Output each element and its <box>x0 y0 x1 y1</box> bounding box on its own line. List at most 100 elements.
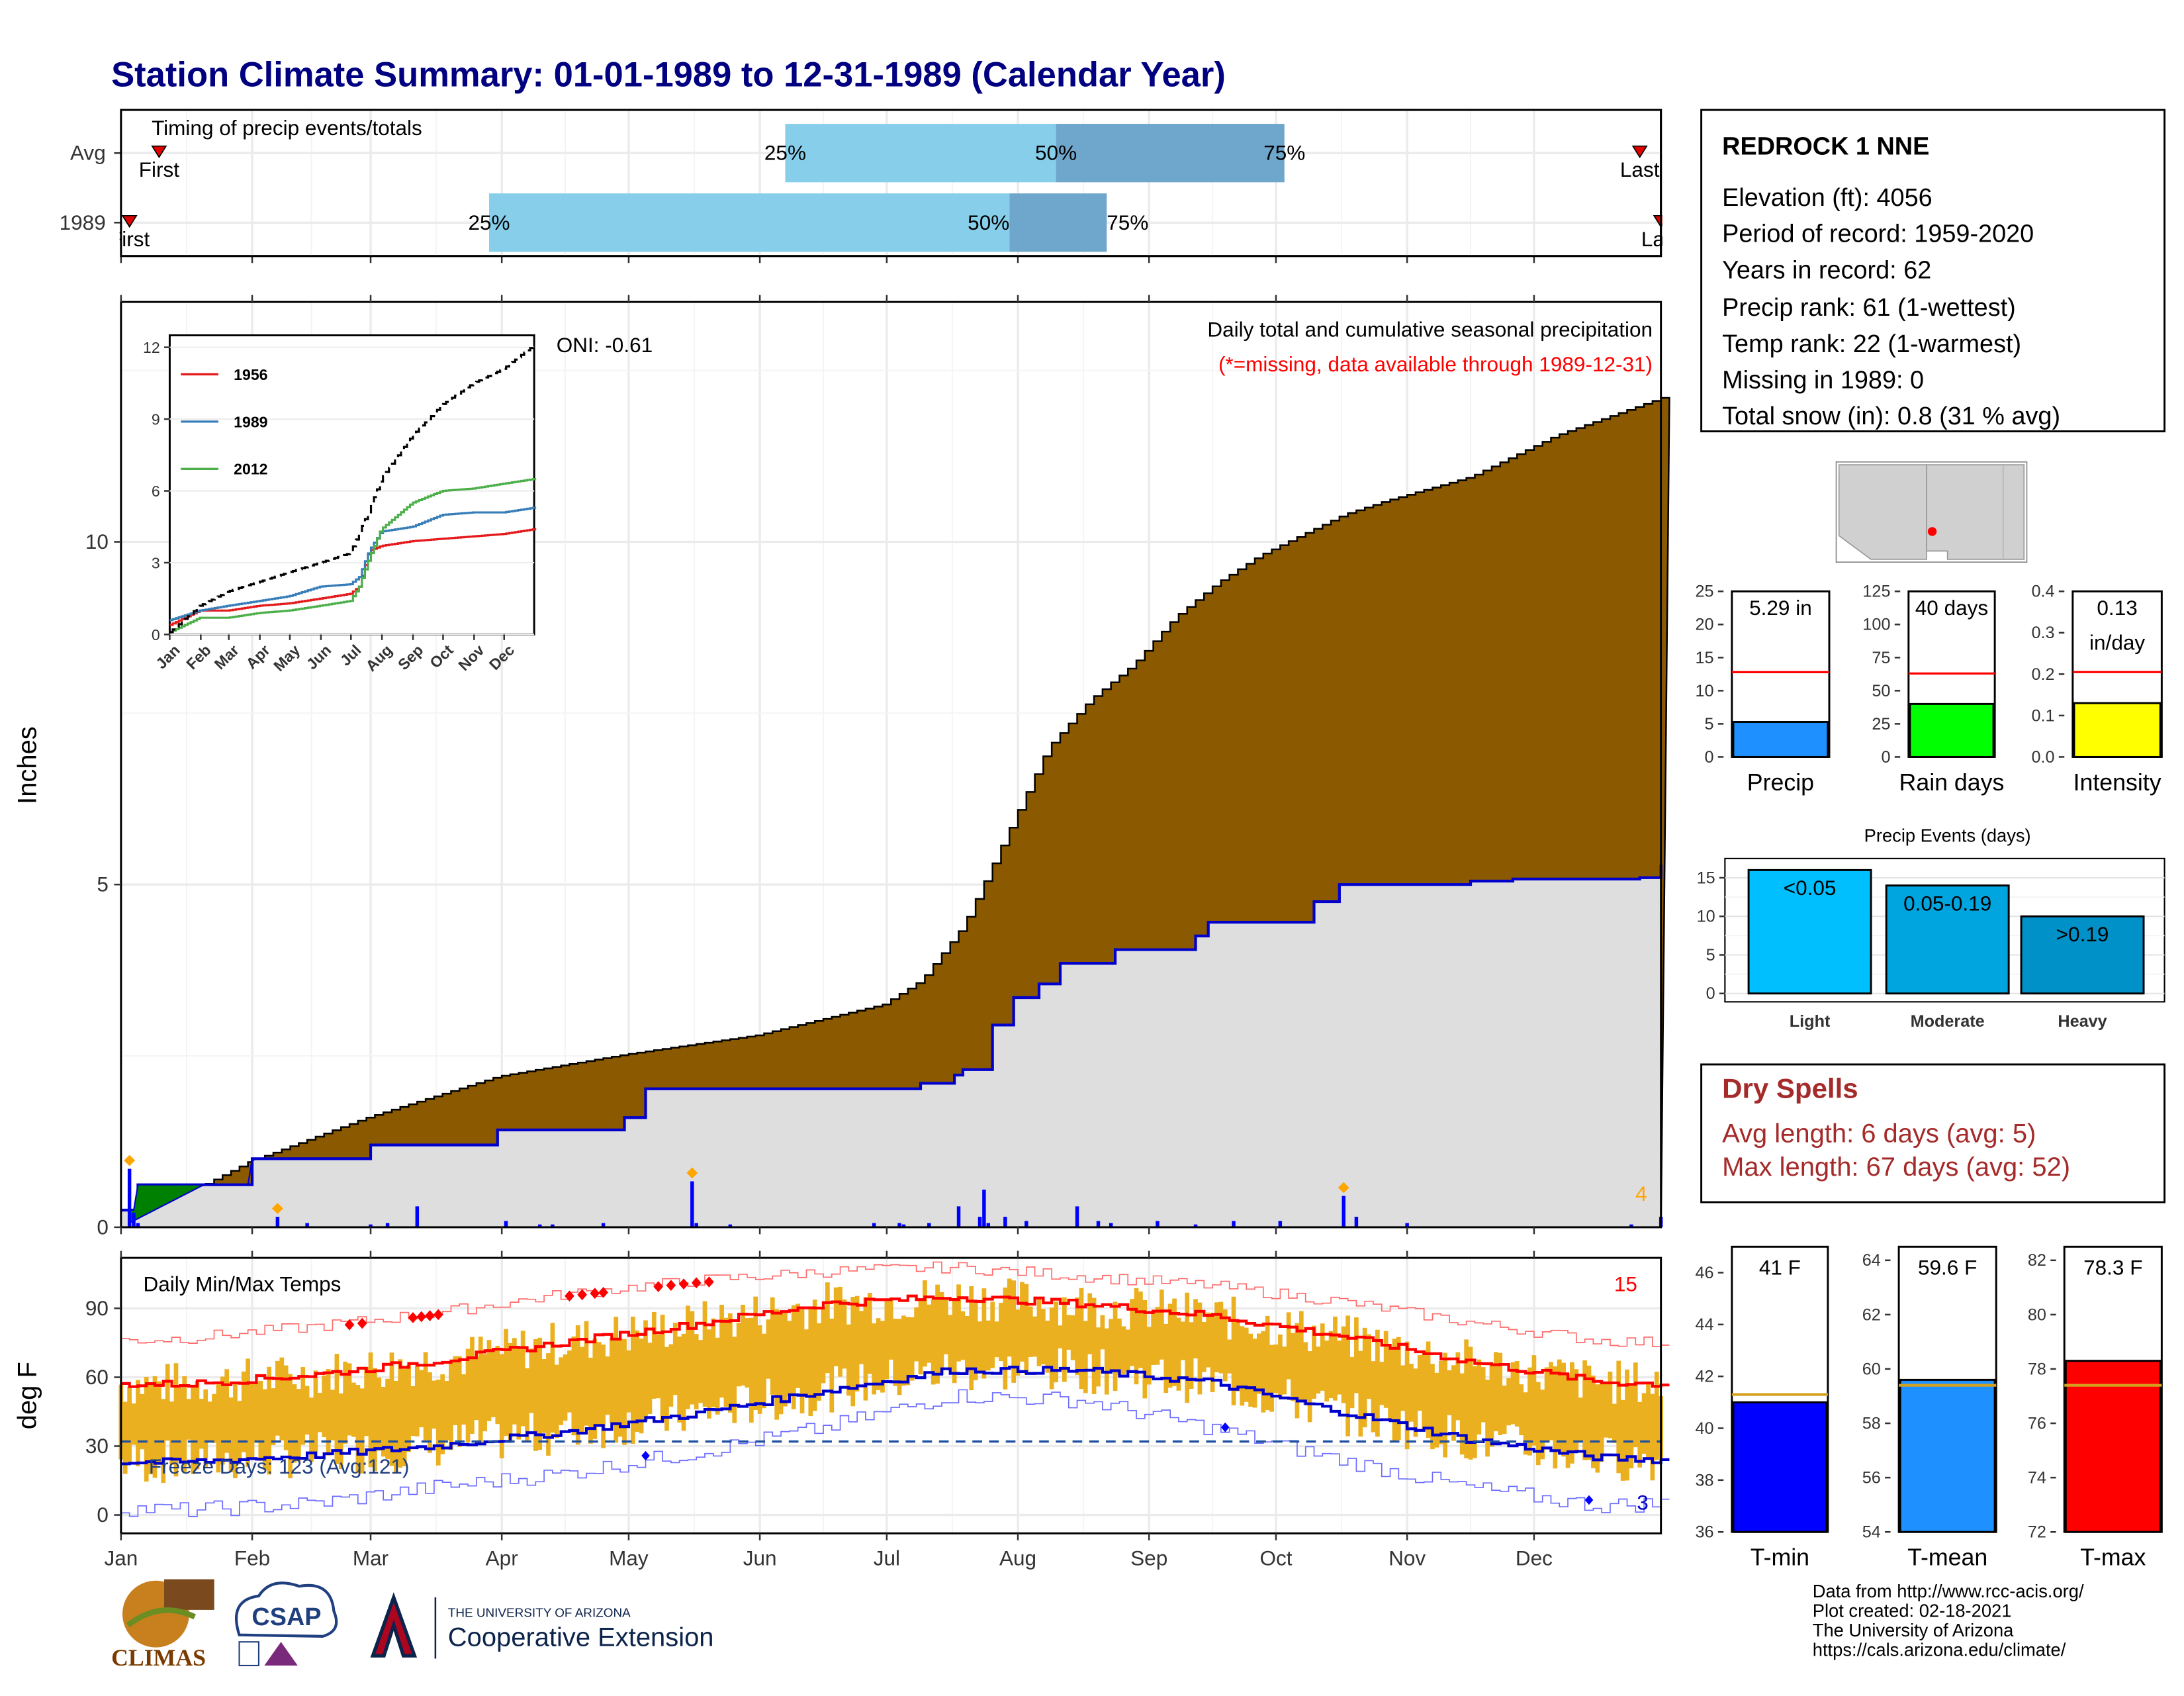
daily-temp-bar <box>182 1376 187 1472</box>
daily-temp-bar <box>359 1388 365 1474</box>
daily-temp-bar <box>614 1317 619 1443</box>
daily-temp-bar <box>1236 1321 1240 1391</box>
daily-temp-bar <box>1324 1341 1330 1402</box>
timing-panel-border <box>120 109 1662 258</box>
timing-bar-q50-q75 <box>1009 193 1107 252</box>
daily-temp-bar <box>978 1321 982 1373</box>
events-tick-label: 5 <box>1706 946 1715 965</box>
inset-lines <box>169 344 537 634</box>
daily-temp-bar <box>1100 1315 1105 1350</box>
inset-legend-label: 1956 <box>234 366 268 383</box>
timing-clip-left <box>0 110 120 256</box>
daily-temp-bar <box>304 1386 310 1435</box>
daily-temp-bar <box>1109 1319 1114 1370</box>
daily-temp-bar <box>1371 1361 1376 1433</box>
daily-temp-bar <box>1434 1372 1439 1448</box>
events-bar-label: >0.19 <box>2056 922 2109 946</box>
record-high-marker <box>678 1278 689 1290</box>
daily-temp-bar <box>326 1369 331 1456</box>
inset-legend-label: 2012 <box>234 461 267 478</box>
daily-temp-bar <box>584 1321 589 1426</box>
daily-temp-bar <box>1586 1365 1592 1460</box>
daily-temp-bar <box>1367 1334 1371 1399</box>
daily-temp-bar <box>1142 1299 1148 1399</box>
summary-bar-tick-label: 0.2 <box>2031 665 2054 684</box>
daily-temp-bar <box>1422 1350 1427 1430</box>
summary-bar-tick-label: 0.1 <box>2031 706 2054 725</box>
daily-temp-bar <box>474 1356 479 1421</box>
daily-temp-bar <box>1257 1333 1261 1394</box>
daily-temp-bar <box>1599 1382 1604 1462</box>
credit-url: https://cals.arizona.edu/climate/ <box>1813 1639 2066 1660</box>
summary-bar-tick-label: 0 <box>1705 748 1714 767</box>
timing-clip-right <box>1662 110 1690 256</box>
daily-temp-bar <box>355 1385 361 1474</box>
page-title: Station Climate Summary: 01-01-1989 to 1… <box>111 55 1226 94</box>
daily-temp-bar <box>656 1335 661 1399</box>
daily-temp-bar <box>1582 1360 1587 1460</box>
daily-temp-bar <box>1079 1288 1084 1390</box>
daily-precip-bar <box>1342 1196 1345 1227</box>
daily-temp-bar <box>279 1357 285 1440</box>
daily-temp-bar <box>1163 1323 1169 1393</box>
daily-temp-bar <box>1646 1382 1651 1460</box>
daily-precip-bar <box>982 1190 986 1227</box>
daily-temp-bar <box>1197 1302 1203 1395</box>
daily-temp-bar <box>1333 1316 1338 1401</box>
daily-temp-bar <box>1388 1347 1392 1421</box>
temp-summary-tick-label: 78 <box>2028 1360 2046 1378</box>
record-high-marker <box>666 1280 676 1292</box>
daily-precip-bar <box>537 1224 542 1227</box>
daily-temp-bar <box>923 1280 927 1367</box>
daily-temp-bar <box>1066 1315 1071 1350</box>
precip-panel-subtitle: (*=missing, data available through 1989-… <box>1218 352 1653 376</box>
cold-record-count: 3 <box>1637 1491 1649 1515</box>
daily-precip-bar <box>1629 1224 1633 1227</box>
daily-temp-bar <box>1146 1327 1152 1385</box>
daily-temp-bar <box>254 1382 259 1443</box>
daily-temp-bar <box>888 1298 893 1360</box>
daily-temp-bar <box>296 1389 301 1461</box>
daily-temp-bar <box>829 1318 835 1413</box>
daily-temp-bar <box>233 1382 238 1479</box>
daily-temp-bar <box>601 1344 606 1448</box>
daily-temp-bar <box>453 1356 458 1425</box>
daily-precip-bar <box>132 1212 136 1227</box>
daily-temp-bar <box>571 1336 576 1436</box>
ua-logo: THE UNIVERSITY OF ARIZONA Cooperative Ex… <box>370 1592 713 1659</box>
daily-precip-bar <box>1193 1224 1198 1227</box>
daily-temp-bar <box>1231 1296 1236 1405</box>
daily-temp-bar <box>905 1317 911 1386</box>
daily-temp-bar <box>1214 1302 1219 1372</box>
daily-temp-bar <box>136 1380 140 1466</box>
summary-bar-tick-label: 20 <box>1695 616 1713 634</box>
station-info-box: REDROCK 1 NNE Elevation (ft): 4056 Perio… <box>1700 109 2166 433</box>
temp-summary-bar <box>1732 1401 1828 1533</box>
timing-bar-q25-q50 <box>785 124 1056 183</box>
timing-pct-label: 75% <box>1263 141 1305 165</box>
dry-spells-title: Dry Spells <box>1722 1072 1858 1104</box>
summary-bar-tick-label: 25 <box>1695 583 1713 601</box>
daily-temp-bar <box>1201 1321 1206 1372</box>
daily-temp-bar <box>377 1377 382 1451</box>
daily-temp-bar <box>1172 1298 1177 1386</box>
temp-summary-tick-label: 40 <box>1695 1419 1713 1438</box>
daily-temp-bar <box>1020 1282 1024 1362</box>
daily-temp-bar <box>592 1339 598 1439</box>
record-high-marker <box>408 1312 418 1323</box>
daily-temp-bar <box>250 1382 255 1459</box>
daily-precip-bar <box>978 1217 982 1227</box>
daily-temp-bar <box>1206 1312 1211 1368</box>
daily-temp-bar <box>580 1346 584 1433</box>
csap-logo-text: CSAP <box>251 1603 321 1631</box>
daily-temp-bar <box>626 1350 631 1413</box>
daily-temp-range-bars <box>118 1278 1664 1483</box>
daily-temp-bar <box>1193 1299 1198 1359</box>
daily-temp-bar <box>859 1311 864 1364</box>
daily-precip-bar <box>901 1224 906 1227</box>
daily-temp-bar <box>1265 1315 1270 1411</box>
daily-temp-bar <box>1565 1374 1570 1468</box>
daily-temp-bar <box>1180 1321 1185 1360</box>
daily-temp-bar <box>1620 1399 1625 1481</box>
summary-bar-tick-label: 50 <box>1872 682 1890 700</box>
